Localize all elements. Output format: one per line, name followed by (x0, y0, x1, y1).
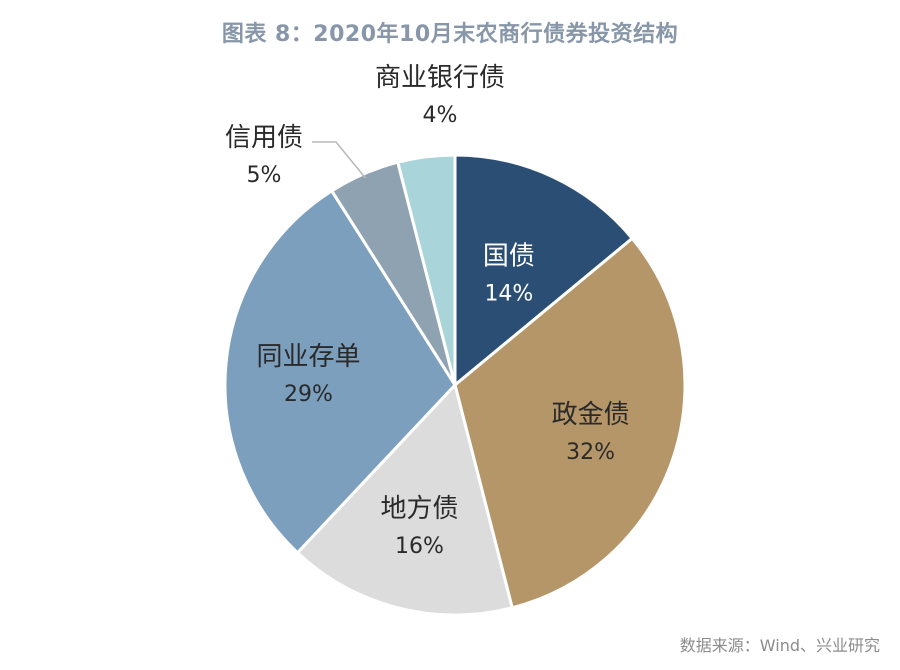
slice-value-label-4: 29% (284, 382, 333, 407)
leader-line (312, 141, 367, 179)
chart-title: 图表 8：2020年10月末农商行债券投资结构 (221, 22, 679, 47)
slice-label-2: 政金债 (552, 400, 630, 430)
pie-slice-4 (223, 189, 457, 555)
slice-label-5: 信用债 (225, 123, 303, 153)
slice-value-label-6: 4% (423, 103, 458, 128)
slice-value-label-3: 16% (395, 534, 444, 559)
pie-slice-3 (296, 383, 514, 617)
slice-value-label-2: 32% (566, 440, 615, 465)
slice-value-label-1: 14% (484, 282, 533, 307)
slice-label-1: 国债 (483, 242, 535, 272)
slice-value-label-5: 5% (247, 163, 282, 188)
slice-label-4: 同业存单 (256, 342, 360, 372)
source-note: 数据来源：Wind、兴业研究 (679, 636, 880, 655)
pie-slice-1 (453, 153, 634, 387)
pie-slice-2 (453, 236, 687, 610)
slice-label-6: 商业银行债 (375, 63, 505, 93)
pie-slice-6 (396, 153, 457, 387)
slice-label-3: 地方债 (380, 494, 458, 524)
